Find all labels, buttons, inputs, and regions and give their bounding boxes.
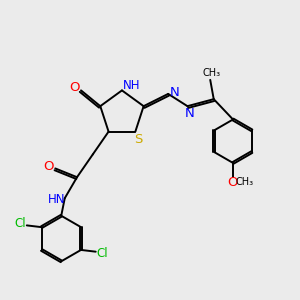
Text: O: O — [43, 160, 53, 173]
Text: NH: NH — [123, 79, 140, 92]
Text: N: N — [169, 85, 179, 99]
Text: HN: HN — [48, 194, 66, 206]
Text: CH₃: CH₃ — [235, 177, 253, 187]
Text: Cl: Cl — [15, 217, 26, 230]
Text: O: O — [69, 81, 80, 94]
Text: N: N — [184, 107, 194, 120]
Text: S: S — [134, 133, 142, 146]
Text: Cl: Cl — [96, 247, 108, 260]
Text: CH₃: CH₃ — [203, 68, 221, 78]
Text: O: O — [227, 176, 238, 189]
